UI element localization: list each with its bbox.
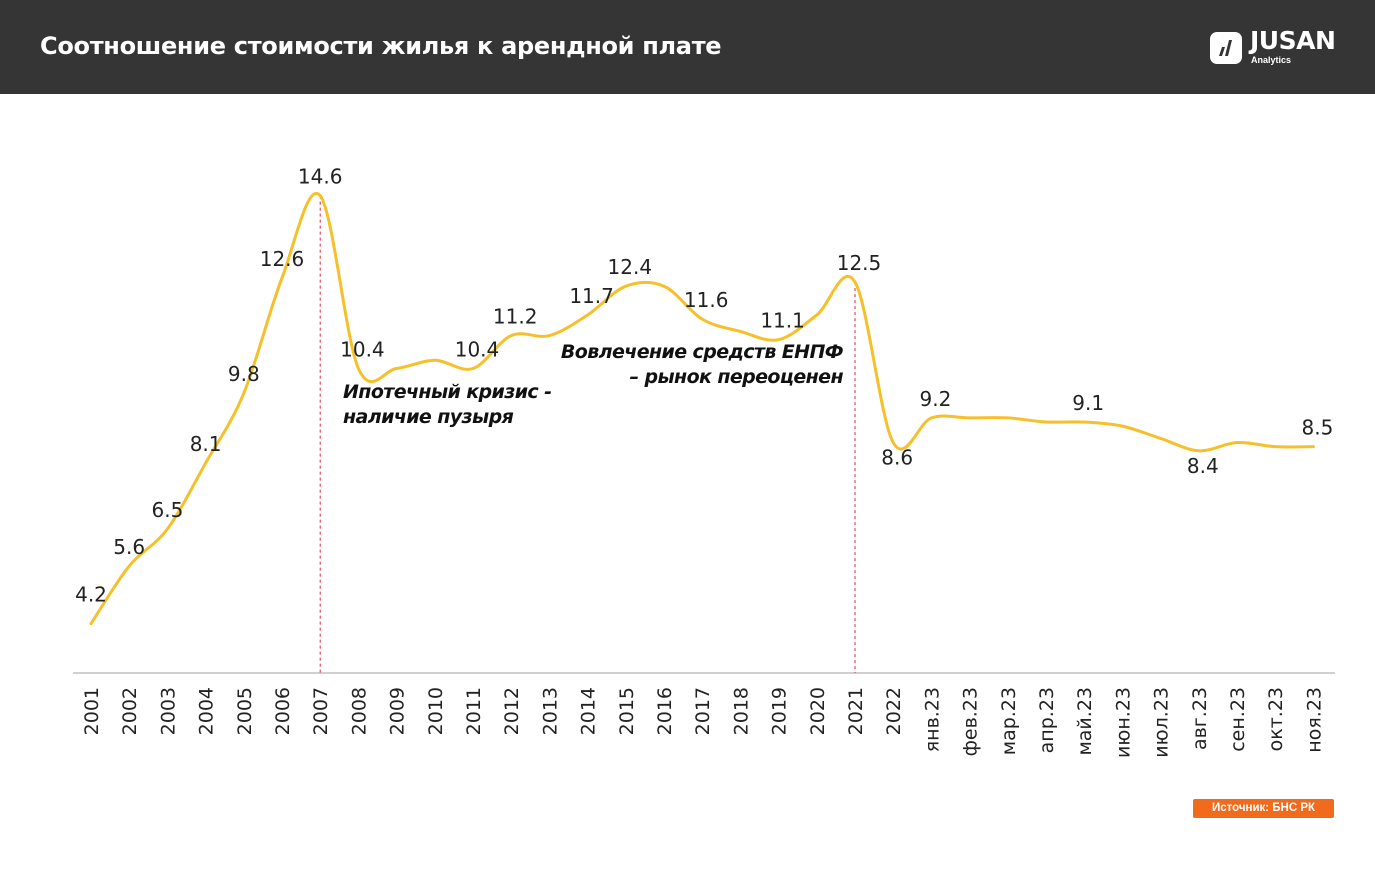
data-label: 11.2: [493, 305, 538, 329]
page-title: Соотношение стоимости жилья к арендной п…: [40, 32, 722, 60]
x-tick-label: 2019: [769, 687, 791, 735]
x-tick-label: янв.23: [921, 687, 943, 752]
data-label: 12.4: [608, 255, 653, 279]
annotation-text: – рынок переоценен: [630, 366, 844, 388]
x-tick-label: 2018: [730, 687, 752, 735]
data-label: 8.4: [1187, 454, 1219, 478]
annotation-text: Ипотечный кризис -: [343, 381, 551, 403]
data-label: 5.6: [113, 535, 145, 559]
logo-subtext: Analytics: [1251, 55, 1292, 65]
x-tick-label: май.23: [1074, 687, 1096, 756]
x-tick-label: 2006: [272, 687, 294, 735]
x-tick-label: фев.23: [960, 687, 982, 756]
annotation-text: наличие пузыря: [343, 406, 514, 428]
data-label: 12.5: [837, 251, 882, 275]
series-line: [89, 191, 1315, 626]
x-tick-label: 2001: [81, 687, 103, 735]
data-label: 8.1: [190, 432, 222, 456]
data-label: 6.5: [151, 498, 183, 522]
x-tick-label: 2016: [654, 687, 676, 735]
data-label: 10.4: [340, 337, 385, 361]
logo-icon: [1210, 32, 1242, 64]
x-tick-label: 2008: [348, 687, 370, 735]
data-label: 11.6: [684, 288, 729, 312]
x-tick-label: сен.23: [1227, 687, 1249, 752]
data-label: 8.5: [1301, 416, 1333, 440]
jusan-logo: JUSAN Analytics: [1210, 28, 1340, 68]
data-label: 12.6: [260, 247, 305, 271]
data-label: 8.6: [881, 446, 913, 470]
x-tick-label: 2022: [883, 687, 905, 735]
x-tick-label: 2002: [119, 687, 141, 735]
x-tick-label: мар.23: [998, 687, 1020, 755]
x-tick-label: 2009: [387, 687, 409, 735]
data-label: 14.6: [298, 165, 343, 189]
x-tick-label: 2021: [845, 687, 867, 735]
data-label: 9.2: [919, 387, 951, 411]
x-tick-label: окт.23: [1265, 687, 1287, 751]
header-bar: Соотношение стоимости жилья к арендной п…: [0, 0, 1375, 94]
annotation-text: Вовлечение средств ЕНПФ: [561, 341, 844, 363]
x-tick-label: июн.23: [1112, 687, 1134, 758]
x-tick-label: 2011: [463, 687, 485, 735]
logo-name: JUSAN: [1250, 26, 1336, 55]
x-tick-label: 2003: [157, 687, 179, 735]
line-chart: Ипотечный кризис - наличие пузыря Вовлечен…: [73, 165, 1335, 758]
x-tick-label: апр.23: [1036, 687, 1058, 753]
x-tick-label: 2013: [539, 687, 561, 735]
data-label: 11.1: [760, 309, 805, 333]
x-tick-label: 2014: [578, 687, 600, 735]
data-label: 10.4: [455, 337, 500, 361]
x-tick-label: 2020: [807, 687, 829, 735]
x-tick-label: июл.23: [1151, 687, 1173, 758]
x-tick-label: 2004: [196, 687, 218, 735]
x-tick-label: 2010: [425, 687, 447, 735]
data-label: 9.1: [1072, 391, 1104, 415]
x-tick-label: 2015: [616, 687, 638, 735]
data-label: 4.2: [75, 583, 107, 607]
data-label: 11.7: [569, 284, 614, 308]
x-tick-label: авг.23: [1189, 687, 1211, 750]
data-label: 9.8: [228, 362, 260, 386]
x-tick-label: 2007: [310, 687, 332, 735]
x-tick-label: 2005: [234, 687, 256, 735]
source-badge: Источник: БНС РК: [1193, 799, 1334, 818]
x-tick-label: 2017: [692, 687, 714, 735]
x-tick-label: 2012: [501, 687, 523, 735]
x-tick-label: ноя.23: [1303, 687, 1325, 753]
